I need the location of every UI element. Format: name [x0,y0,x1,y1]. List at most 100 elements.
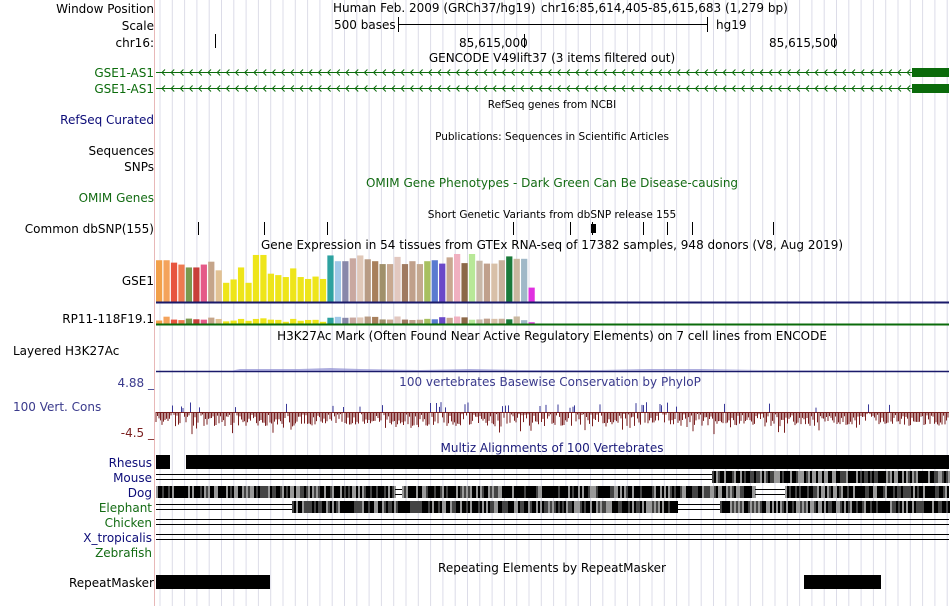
repeatmasker-track[interactable] [156,575,881,589]
alignment-base [420,486,422,498]
strand-arrow [566,69,571,76]
alignment-base [808,471,810,483]
alignment-base [918,501,920,513]
species-label-rhesus[interactable]: Rhesus [108,456,152,470]
alignment-base [885,486,887,498]
alignment-base [654,501,656,513]
strand-arrow [538,85,543,92]
omim-genes-label[interactable]: OMIM Genes [78,191,154,205]
alignment-base [742,501,744,513]
refseq-curated-label[interactable]: RefSeq Curated [60,113,154,127]
species-label-zebrafish[interactable]: Zebrafish [95,546,152,560]
strand-arrow [547,69,552,76]
alignment-base [514,486,516,498]
window-position-label: Window Position [56,2,154,16]
conservation-track[interactable] [155,402,949,435]
alignment-base [174,486,176,498]
alignment-base [884,501,886,513]
alignment-base [178,486,180,498]
alignment-base [901,486,903,498]
multiz-title: Multiz Alignments of 100 Vertebrates [440,441,664,455]
strand-arrow [400,85,405,92]
gtex-tissue-bar-small [327,317,334,324]
alignment-base [947,486,949,498]
alignment-base [324,501,326,513]
gtex-gene-label-rp11[interactable]: RP11-118F19.1 [62,312,154,326]
alignment-base [728,501,730,513]
alignment-base [308,501,310,513]
alignment-block [186,455,949,469]
gencode-item-label-1[interactable]: GSE1-AS1 [94,66,154,80]
alignment-base [486,486,488,498]
alignment-base [310,486,312,498]
strand-arrow [529,85,534,92]
alignment-base [458,501,460,513]
conservation-track-label[interactable]: 100 Vert. Cons [13,400,102,414]
alignment-base [642,501,644,513]
alignment-base [518,501,520,513]
gtex-tissue-bar-small [521,320,528,324]
dbsnp-track[interactable] [198,222,774,235]
alignment-base [946,501,948,513]
alignment-base [476,501,478,513]
alignment-base [370,486,372,498]
species-label-chicken[interactable]: Chicken [104,516,152,530]
species-label-elephant[interactable]: Elephant [98,501,152,515]
h3k27ac-track[interactable] [156,368,949,373]
alignment-base [883,486,885,498]
alignment-base [616,501,618,513]
snps-label[interactable]: SNPs [124,160,154,174]
species-label-mouse[interactable]: Mouse [113,471,152,485]
alignment-base [866,471,868,483]
alignment-base [726,471,728,483]
gencode-item-label-2[interactable]: GSE1-AS1 [94,82,154,96]
alignment-base [276,486,278,498]
alignment-base [500,501,502,513]
alignment-base [754,471,756,483]
alignment-base [829,486,831,498]
alignment-base [862,471,864,483]
strand-arrow [234,85,239,92]
repeatmasker-label[interactable]: RepeatMasker [68,576,154,590]
alignment-base [872,501,874,513]
alignment-base [298,501,300,513]
alignment-base [606,486,608,498]
strand-arrow [428,85,433,92]
alignment-base [354,501,356,513]
alignment-base [602,501,604,513]
sequences-label[interactable]: Sequences [88,144,154,158]
gtex-track[interactable] [156,254,949,326]
alignment-base [540,501,542,513]
alignment-base [905,486,907,498]
alignment-base [886,501,888,513]
strand-arrow [832,85,837,92]
alignment-base [908,471,910,483]
alignment-base [250,486,252,498]
strand-arrow [244,85,249,92]
alignment-base [618,486,620,498]
gtex-gene-label-gse1[interactable]: GSE1 [121,274,154,288]
gencode-track[interactable] [156,68,949,93]
gtex-tissue-bar-small [446,317,453,324]
alignment-base [634,486,636,498]
alignment-base [708,486,710,498]
alignment-base [821,486,823,498]
alignment-base [824,501,826,513]
alignment-base [894,501,896,513]
transcript-exon [912,84,949,93]
alignment-base [390,486,392,498]
layered-h3k27ac-label[interactable]: Layered H3K27Ac [13,344,120,358]
alignment-base [878,471,880,483]
repeat-element [156,575,270,589]
alignment-base [620,501,622,513]
gtex-tissue-bar [305,278,312,302]
alignment-base [762,501,764,513]
species-label-x_tropicalis[interactable]: X_tropicalis [83,531,152,545]
species-label-dog[interactable]: Dog [127,486,152,500]
common-dbsnp-label[interactable]: Common dbSNP(155) [24,222,154,236]
strand-arrow [860,85,865,92]
multiz-track[interactable] [156,455,950,540]
alignment-base [356,501,358,513]
alignment-base [326,501,328,513]
alignment-base [906,501,908,513]
